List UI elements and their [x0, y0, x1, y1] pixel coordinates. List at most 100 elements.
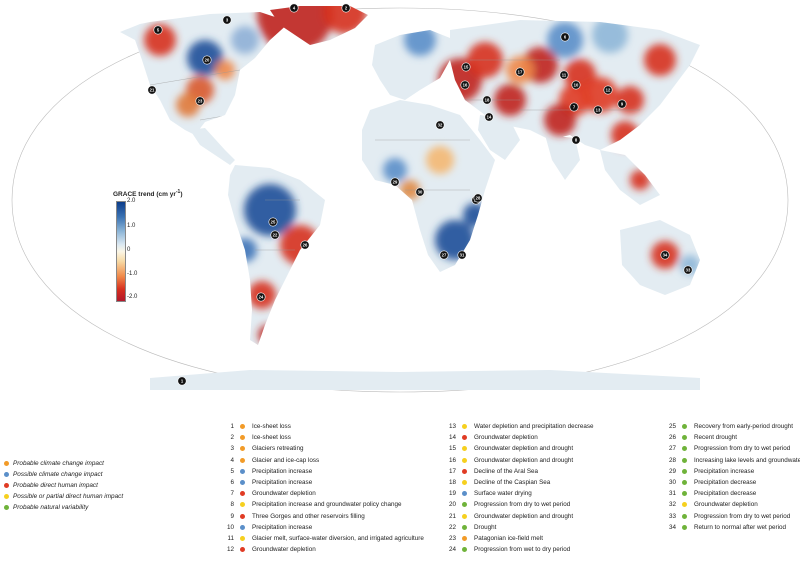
feature-label: Progression from wet to dry period	[474, 546, 571, 554]
feature-marker-label: 8	[575, 138, 578, 143]
feature-label: Recent drought	[694, 434, 738, 442]
feature-number: 23	[448, 534, 456, 542]
trend-patch	[544, 104, 576, 136]
feature-number: 10	[226, 523, 234, 531]
map-canvas: 1234567891011121314151617181920212223242…	[11, 3, 789, 393]
trend-patch	[176, 93, 200, 117]
feature-dot	[682, 524, 687, 530]
feature-dot	[462, 446, 467, 452]
color-scale-bar	[116, 201, 126, 302]
impact-legend-item: Probable climate change impact	[4, 458, 204, 469]
feature-label: Patagonian ice-field melt	[474, 534, 543, 542]
feature-marker-1: 1	[177, 376, 187, 386]
feature-number: 26	[668, 434, 676, 442]
feature-marker-30: 30	[415, 187, 425, 197]
feature-marker-2: 2	[341, 3, 351, 13]
feature-marker-label: 26	[303, 243, 308, 248]
feature-label: Ice-sheet loss	[252, 434, 291, 442]
feature-marker-7: 7	[569, 102, 579, 112]
feature-marker-label: 2	[345, 6, 348, 11]
feature-number: 30	[668, 479, 676, 487]
impact-legend-label: Possible or partial direct human impact	[13, 493, 124, 500]
feature-marker-label: 29	[393, 180, 398, 185]
feature-label: Groundwater depletion	[252, 546, 316, 554]
feature-marker-label: 30	[418, 190, 423, 195]
trend-patch	[257, 6, 333, 53]
feature-label: Precipitation increase and groundwater p…	[252, 501, 402, 509]
feature-dot	[240, 468, 245, 474]
feature-legend-column-3: 25 Recovery from early-period drought 26 Re…	[666, 421, 800, 533]
feature-number: 22	[448, 523, 456, 531]
feature-legend-item: 4 Glacier and ice-cap loss	[224, 455, 424, 466]
feature-legend-item: 12 Groundwater depletion	[224, 544, 424, 555]
feature-dot	[240, 502, 245, 508]
feature-legend-item: 29 Precipitation increase	[666, 466, 800, 477]
feature-dot	[682, 491, 687, 497]
feature-marker-label: 23	[198, 99, 203, 104]
feature-number: 14	[448, 434, 456, 442]
feature-label: Precipitation increase	[694, 467, 755, 475]
feature-marker-label: 20	[205, 58, 210, 63]
feature-dot	[682, 513, 687, 519]
world-map: 1234567891011121314151617181920212223242…	[11, 3, 789, 393]
impact-legend: Probable climate change impact Possible c…	[4, 458, 204, 513]
feature-marker-label: 28	[476, 196, 481, 201]
feature-marker-6: 6	[560, 32, 570, 42]
feature-number: 13	[448, 423, 456, 431]
feature-marker-15: 15	[461, 62, 471, 72]
feature-number: 20	[448, 501, 456, 509]
feature-label: Groundwater depletion and drought	[474, 512, 574, 520]
feature-label: Increasing lake levels and groundwater	[694, 456, 800, 464]
feature-dot	[462, 480, 467, 486]
feature-legend-column-1: 1 Ice-sheet loss 2 Ice-sheet loss 3 Glaciers …	[224, 421, 424, 555]
feature-marker-label: 32	[438, 123, 443, 128]
feature-marker-18: 18	[482, 95, 492, 105]
trend-patch	[215, 60, 235, 80]
feature-marker-31: 31	[457, 250, 467, 260]
feature-marker-label: 12	[606, 88, 611, 93]
feature-marker-8: 8	[571, 135, 581, 145]
feature-marker-17: 17	[515, 67, 525, 77]
impact-legend-label: Probable climate change impact	[13, 460, 104, 467]
feature-marker-label: 22	[273, 233, 278, 238]
feature-legend-item: 21 Groundwater depletion and drought	[446, 511, 593, 522]
feature-marker-label: 21	[150, 88, 155, 93]
feature-label: Return to normal after wet period	[694, 523, 787, 531]
feature-label: Precipitation increase	[252, 523, 313, 531]
feature-label: Progression from dry to wet period	[694, 445, 791, 453]
feature-label: Decline of the Caspian Sea	[474, 479, 551, 487]
feature-marker-label: 1	[181, 379, 184, 384]
feature-marker-label: 25	[271, 220, 276, 225]
feature-dot	[462, 535, 467, 541]
feature-legend-item: 28 Increasing lake levels and groundwater	[666, 455, 800, 466]
feature-label: Groundwater depletion	[474, 434, 538, 442]
feature-label: Ice-sheet loss	[252, 423, 291, 431]
feature-marker-10: 10	[571, 80, 581, 90]
feature-marker-label: 5	[157, 28, 160, 33]
feature-number: 29	[668, 467, 676, 475]
feature-marker-25: 25	[268, 217, 278, 227]
impact-legend-label: Possible climate change impact	[13, 471, 103, 478]
feature-legend-item: 33 Progression from dry to wet period	[666, 511, 800, 522]
impact-legend-dot	[4, 461, 9, 466]
feature-marker-26: 26	[300, 240, 310, 250]
scale-tick-label: -2.0	[127, 294, 138, 300]
feature-marker-label: 14	[487, 115, 492, 120]
feature-label: Groundwater depletion	[694, 501, 758, 509]
feature-label: Precipitation decrease	[694, 479, 757, 487]
feature-dot	[240, 491, 245, 497]
feature-marker-label: 9	[621, 102, 624, 107]
feature-legend-item: 34 Return to normal after wet period	[666, 522, 800, 533]
impact-legend-item: Probable natural variability	[4, 502, 204, 513]
feature-number: 2	[230, 434, 234, 442]
feature-marker-5: 5	[153, 25, 163, 35]
feature-marker-label: 11	[562, 73, 567, 78]
feature-legend-item: 31 Precipitation decrease	[666, 488, 800, 499]
feature-legend-item: 32 Groundwater depletion	[666, 499, 800, 510]
feature-legend-item: 7 Groundwater depletion	[224, 488, 424, 499]
scale-tick-label: 2.0	[127, 198, 136, 204]
feature-number: 7	[230, 490, 234, 498]
feature-marker-11: 11	[559, 70, 569, 80]
feature-label: Precipitation increase	[252, 479, 313, 487]
feature-marker-label: 7	[573, 105, 576, 110]
